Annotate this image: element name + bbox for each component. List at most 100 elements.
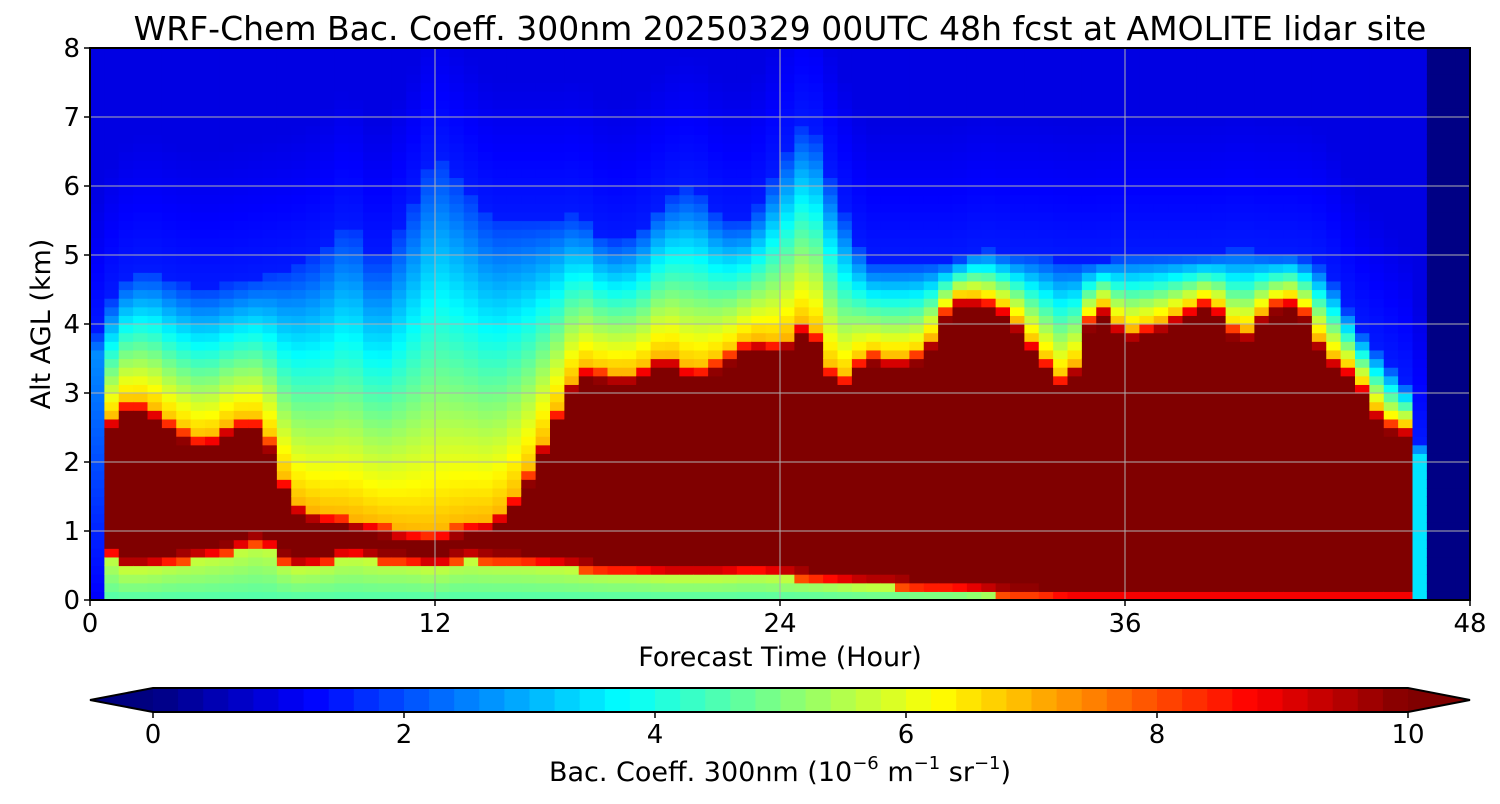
heatmap-cell [693,410,709,420]
heatmap-cell [363,237,379,247]
heatmap-cell [722,496,738,506]
heatmap-cell [765,375,781,385]
heatmap-cell [578,332,594,342]
heatmap-cell [765,194,781,204]
heatmap-cell [161,246,177,256]
heatmap-cell [377,82,393,92]
heatmap-cell [995,470,1011,480]
heatmap-cell [909,263,925,273]
heatmap-cell [981,367,997,377]
heatmap-cell [205,427,220,437]
heatmap-cell [463,255,479,265]
heatmap-cell [1110,246,1126,256]
heatmap-cell [1168,479,1184,489]
heatmap-cell [1110,65,1126,75]
heatmap-cell [1053,229,1069,239]
heatmap-cell [535,462,551,472]
heatmap-cell [435,453,450,463]
heatmap-cell [780,56,795,66]
heatmap-cell [650,418,666,429]
heatmap-cell [966,229,982,239]
heatmap-cell [435,513,450,523]
heatmap-cell [104,470,120,480]
heatmap-cell [1196,289,1212,299]
heatmap-cell [895,168,910,178]
heatmap-cell [1024,211,1040,222]
heatmap-cell [751,177,767,187]
heatmap-cell [650,548,666,558]
heatmap-cell [305,73,321,84]
heatmap-cell [837,315,853,325]
heatmap-cell [736,418,752,429]
heatmap-cell [521,186,537,196]
heatmap-cell [780,418,795,429]
heatmap-cell [363,211,379,222]
heatmap-cell [1096,315,1112,325]
heatmap-cell [305,349,321,360]
heatmap-cell [90,531,105,541]
heatmap-cell [895,65,910,75]
heatmap-cell [147,427,163,437]
heatmap-cell [895,220,910,230]
heatmap-cell [708,151,724,161]
heatmap-cell [1168,367,1184,377]
heatmap-cell [636,591,652,601]
heatmap-cell [320,591,335,601]
heatmap-cell [133,582,149,592]
heatmap-cell [564,522,580,532]
heatmap-cell [1096,505,1112,515]
heatmap-cell [679,582,695,592]
heatmap-cell [621,48,637,58]
heatmap-cell [636,186,652,196]
heatmap-cell [621,186,637,196]
heatmap-cell [923,117,939,127]
heatmap-cell [492,65,508,75]
heatmap-cell [521,539,537,549]
heatmap-cell [1182,220,1198,230]
heatmap-cell [1153,548,1169,558]
heatmap-cell [90,142,105,153]
heatmap-cell [161,427,177,437]
heatmap-cell [176,531,192,541]
heatmap-cell [621,246,637,256]
heatmap-cell [406,186,422,196]
heatmap-cell [981,513,997,523]
heatmap-cell [435,73,450,84]
heatmap-cell [406,255,422,265]
heatmap-cell [90,384,105,394]
heatmap-cell [1081,401,1097,411]
heatmap-cell [708,505,724,515]
heatmap-cell [521,531,537,541]
heatmap-cell [176,565,192,575]
heatmap-cell [880,513,896,523]
heatmap-cell [1125,418,1140,429]
heatmap-cell [679,522,695,532]
heatmap-cell [133,505,149,515]
heatmap-cell [665,211,680,222]
heatmap-cell [176,194,192,204]
heatmap-cell [291,160,307,170]
heatmap-cell [708,556,724,567]
heatmap-cell [1096,462,1112,472]
heatmap-cell [938,108,954,118]
heatmap-cell [320,393,335,403]
heatmap-cell [578,99,594,109]
heatmap-cell [722,272,738,282]
heatmap-cell [391,548,407,558]
heatmap-cell [708,522,724,532]
heatmap-cell [607,48,623,58]
heatmap-cell [837,462,853,472]
heatmap-cell [650,194,666,204]
heatmap-cell [880,556,896,567]
heatmap-cell [190,401,206,411]
heatmap-cell [1168,591,1184,601]
heatmap-cell [923,289,939,299]
heatmap-cell [176,341,192,351]
heatmap-cell [952,470,968,480]
heatmap-cell [104,237,120,247]
heatmap-cell [550,401,565,411]
heatmap-cell [1096,272,1112,282]
heatmap-cell [751,117,767,127]
heatmap-cell [722,401,738,411]
